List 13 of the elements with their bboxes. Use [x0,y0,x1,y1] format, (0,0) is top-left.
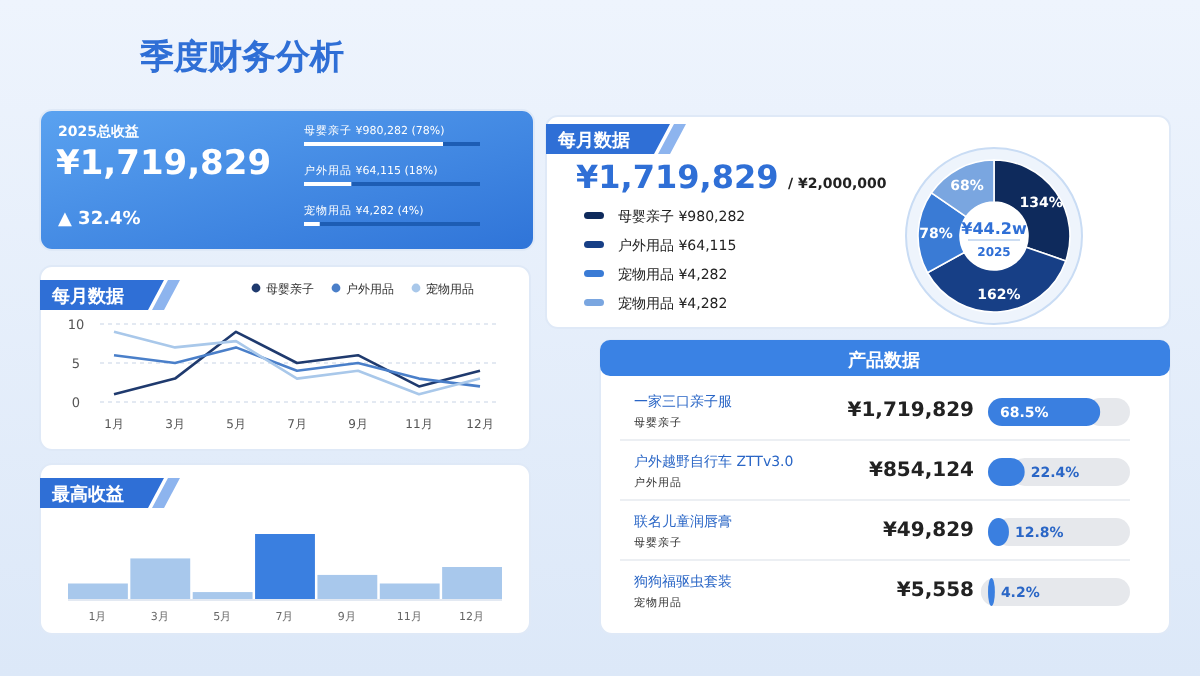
text: ¥5,558 [896,580,975,602]
text: ¥1,719,829 [576,158,779,196]
text: 季度财务分析 [138,38,344,78]
text: ¥1,719,829 [847,400,975,422]
text: ▲ 32.4% [58,210,141,230]
chart-title: 最高收益 [50,484,124,506]
text: 产品数据 [846,350,920,372]
chart-title: 每月数据 [50,286,124,308]
text: ¥49,829 [882,520,975,542]
text: ¥1,719,829 [56,144,272,184]
chart-title: 每月数据 [556,130,630,152]
text: ¥44.2w [961,220,1028,238]
text: ¥854,124 [868,460,975,482]
